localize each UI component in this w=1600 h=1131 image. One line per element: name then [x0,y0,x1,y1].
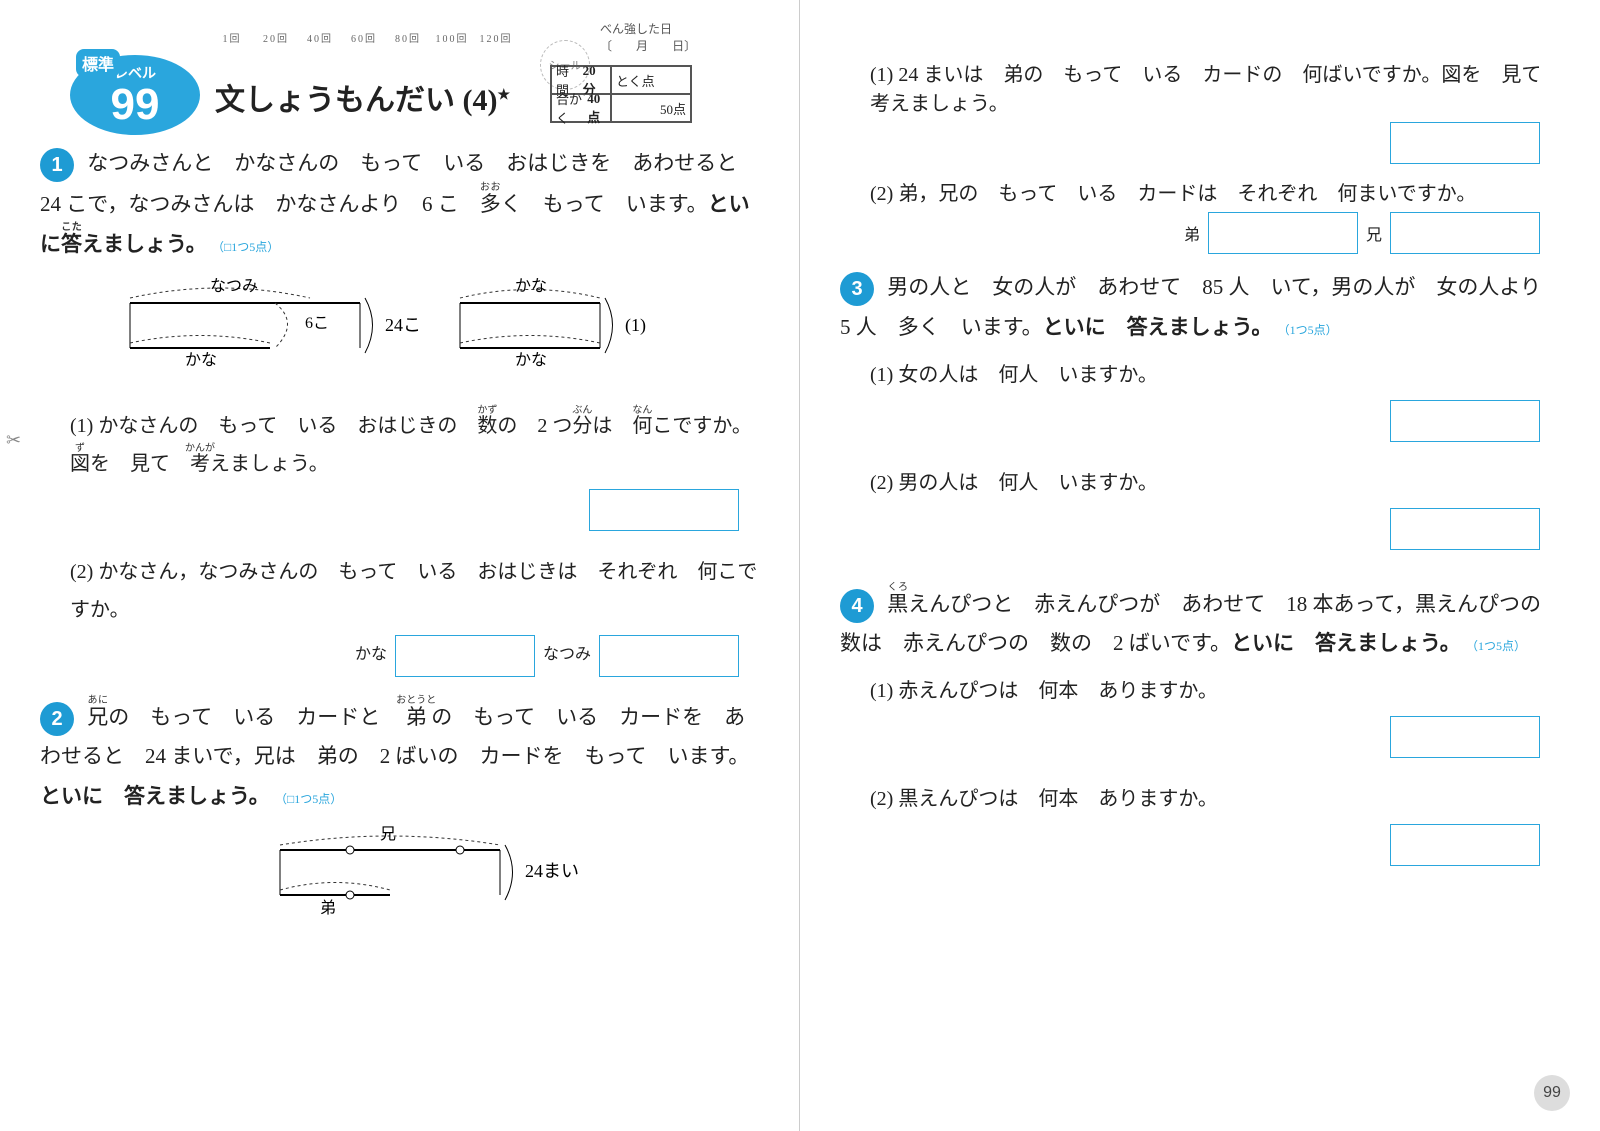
answer-label-oto: 弟 [1184,221,1200,245]
answer-box-4-1[interactable] [1390,716,1540,758]
problem-number: 2 [40,702,74,736]
problem-4-q1: (1) 赤えんぴつは 何本 ありますか。 [870,672,1560,710]
page-title: 文しょうもんだい (4)★ [215,75,510,119]
svg-text:かな: かな [185,351,217,369]
problem-3: 3 男の人と 女の人が あわせて 85 人 いて，男の人が 女の人より 5 人 … [840,268,1560,564]
svg-text:24こ: 24こ [385,315,421,335]
svg-text:なつみ: なつみ [210,277,258,295]
problem-4-q2: (2) 黒えんぴつは 何本 ありますか。 [870,780,1560,818]
problem-1: 1 なつみさんと かなさんの もって いる おはじきを あわせると 24 こで，… [40,144,759,677]
problem-text: 男の人と 女の人が あわせて 85 人 いて，男の人が 女の人より 5 人 多く… [840,275,1562,339]
scissors-icon: ✂ [6,430,21,451]
answer-box-1-2a[interactable] [395,635,535,677]
problem-3-q2: (2) 男の人は 何人 いますか。 [870,464,1560,502]
level-badge: 標準 レベル 99 [70,55,200,135]
problem-3-q1: (1) 女の人は 何人 いますか。 [870,356,1560,394]
score-box: 時間 20分 とく点 合かく 40点 50点 [550,65,692,123]
svg-text:かな: かな [515,277,547,295]
page-number: 99 [1534,1075,1570,1111]
diagram-1: なつみ かな 6こ 24こ かな かな [100,273,759,397]
svg-text:6こ: 6こ [305,315,329,332]
diagram-2: 兄 弟 24まい [260,825,759,939]
score-max: 50点 [611,94,691,122]
score-label: とく点 [611,66,691,94]
progress-ticks: 1回20回40回60回80回100回120回 [210,30,518,45]
problem-2-q2: (2) 弟，兄の もって いる カードは それぞれ 何まいですか。 [870,177,1560,206]
problem-1-q1: (1) かなさんの もって いる おはじきの 数かずの 2 つ分ぶんは 何なんこ… [70,405,759,483]
lesson-number: 99 [111,83,160,127]
svg-text:(1): (1) [625,315,646,336]
svg-text:弟: 弟 [320,899,336,917]
svg-text:かな: かな [515,351,547,369]
answer-box-1-1[interactable] [589,489,739,531]
problem-number: 1 [40,148,74,182]
answer-box-3-1[interactable] [1390,400,1540,442]
problem-1-q2: (2) かなさん，なつみさんの もって いる おはじきは それぞれ 何こですか。 [70,553,759,629]
problem-text: 黒くろえんぴつと 赤えんぴつが あわせて 18 本あって，黒えんぴつの 数は 赤… [840,592,1562,656]
answer-box-1-2b[interactable] [599,635,739,677]
answer-box-4-2[interactable] [1390,824,1540,866]
problem-text: なつみさんと かなさんの もって いる おはじきを あわせると 24 こで，なつ… [40,151,758,256]
problem-2: 2 兄あにの もって いる カードと 弟おとうとの もって いる カードを あわ… [40,695,759,940]
answer-label-natsumi: なつみ [543,640,591,670]
svg-text:兄: 兄 [380,826,396,843]
pass-label: 合かく 40点 [551,94,611,122]
standard-label: 標準 [76,49,120,77]
answer-label-ani: 兄 [1366,221,1382,245]
problem-4: 4 黒くろえんぴつと 赤えんぴつが あわせて 18 本あって，黒えんぴつの 数は… [840,582,1560,881]
problem-text: 兄あにの もって いる カードと 弟おとうとの もって いる カードを あわせる… [40,705,749,809]
svg-text:24まい: 24まい [525,861,579,881]
worksheet-header: 1回20回40回60回80回100回120回 標準 レベル 99 文しょうもんだ… [40,20,759,130]
answer-box-2-2b[interactable] [1390,212,1540,254]
problem-number: 4 [840,589,874,623]
study-date: べん強した日 〔 月 日〕 [600,20,696,54]
answer-box-3-2[interactable] [1390,508,1540,550]
answer-box-2-2a[interactable] [1208,212,1358,254]
problem-2-q1: (1) 24 まいは 弟の もって いる カードの 何ばいですか。図を 見て 考… [870,58,1560,116]
answer-label-kana: かな [355,640,387,670]
answer-box-2-1[interactable] [1390,122,1540,164]
problem-number: 3 [840,272,874,306]
